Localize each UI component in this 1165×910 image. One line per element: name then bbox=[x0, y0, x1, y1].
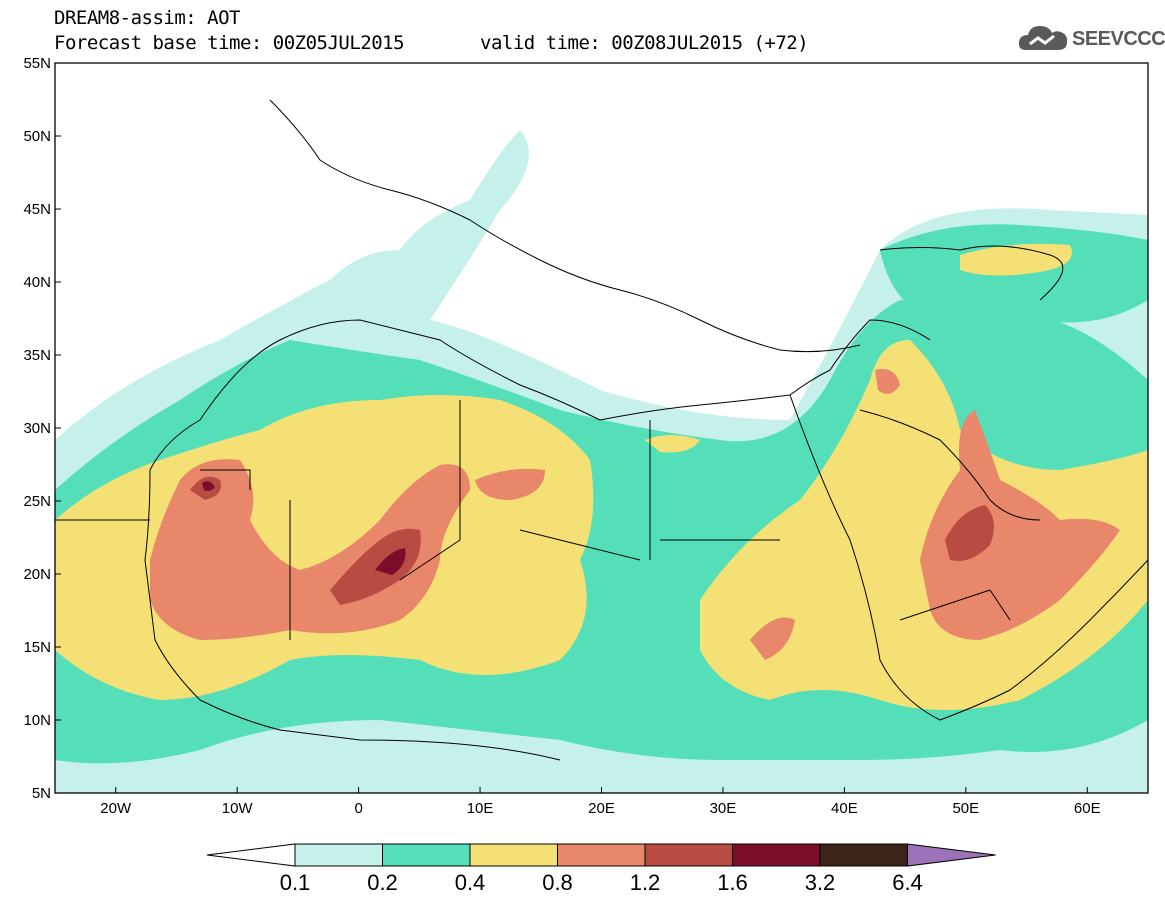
aot-band-1.6-morocco bbox=[202, 481, 215, 491]
lat-label: 20N bbox=[23, 566, 51, 583]
aot-field bbox=[55, 130, 1148, 793]
seevccc-logo: SEEVCCC bbox=[1018, 22, 1165, 56]
lat-label: 35N bbox=[23, 347, 51, 364]
colorbar-label: 1.2 bbox=[630, 870, 661, 895]
lat-label: 45N bbox=[23, 201, 51, 218]
aot-band-0.4-arabia bbox=[700, 340, 1148, 710]
colorbar-label: 3.2 bbox=[805, 870, 836, 895]
lon-label: 20W bbox=[100, 800, 132, 817]
colorbar-label: 0.4 bbox=[455, 870, 486, 895]
lat-label: 55N bbox=[23, 55, 51, 72]
latitude-labels: 55N 50N 45N 40N 35N 30N 25N 20N 15N 10N 5N bbox=[23, 55, 61, 802]
colorbar-svg: 0.1 0.2 0.4 0.8 1.2 1.6 3.2 6.4 bbox=[206, 843, 996, 895]
forecast-base-time: Forecast base time: 00Z05JUL2015 bbox=[54, 32, 405, 54]
aot-band-0.8-libya bbox=[475, 468, 545, 500]
colorbar-high-triangle bbox=[907, 843, 996, 867]
aot-band-1.6 bbox=[375, 548, 406, 575]
aot-band-0.8-arabia bbox=[920, 410, 1120, 640]
lon-label: 0 bbox=[354, 800, 362, 817]
lat-label: 15N bbox=[23, 639, 51, 656]
lon-label: 10E bbox=[467, 800, 494, 817]
aot-band-0.4-egypt bbox=[645, 435, 700, 453]
aot-band-1.2 bbox=[330, 528, 421, 605]
longitude-labels: 20W 10W 0 10E 20E 30E 40E 50E 60E bbox=[100, 787, 1101, 817]
lon-label: 40E bbox=[831, 800, 858, 817]
colorbar-label: 6.4 bbox=[892, 870, 923, 895]
colorbar-segment bbox=[469, 843, 558, 867]
lat-label: 5N bbox=[32, 785, 51, 802]
lon-label: 60E bbox=[1074, 800, 1101, 817]
aot-band-1.2-arabia bbox=[945, 505, 994, 561]
colorbar-segment bbox=[294, 843, 383, 867]
colorbar-label: 1.6 bbox=[717, 870, 748, 895]
aot-band-0.8-iraq bbox=[875, 369, 900, 394]
coastlines bbox=[55, 99, 1148, 761]
lat-label: 40N bbox=[23, 274, 51, 291]
colorbar-segment bbox=[644, 843, 733, 867]
colorbar-label: 0.2 bbox=[367, 870, 398, 895]
lat-label: 25N bbox=[23, 493, 51, 510]
colorbar-label: 0.1 bbox=[280, 870, 311, 895]
lat-label: 10N bbox=[23, 712, 51, 729]
colorbar-segment bbox=[557, 843, 646, 867]
cloud-icon bbox=[1018, 26, 1068, 50]
aot-band-0.8-sudan bbox=[750, 617, 795, 660]
colorbar-segment bbox=[732, 843, 821, 867]
aot-band-0.4-caspian bbox=[960, 243, 1072, 276]
lon-label: 30E bbox=[710, 800, 737, 817]
colorbar: 0.1 0.2 0.4 0.8 1.2 1.6 3.2 6.4 bbox=[205, 840, 1000, 900]
lat-label: 50N bbox=[23, 128, 51, 145]
colorbar-low-triangle bbox=[206, 843, 296, 867]
lon-label: 10W bbox=[222, 800, 254, 817]
aot-band-0.8 bbox=[150, 459, 470, 640]
map-title: DREAM8-assim: AOT bbox=[54, 7, 240, 29]
logo-text: SEEVCCC bbox=[1072, 28, 1165, 50]
lat-label: 30N bbox=[23, 420, 51, 437]
valid-time: valid time: 00Z08JUL2015 (+72) bbox=[480, 32, 809, 54]
colorbar-segment bbox=[382, 843, 471, 867]
lon-label: 20E bbox=[588, 800, 615, 817]
colorbar-label: 0.8 bbox=[542, 870, 573, 895]
lon-label: 50E bbox=[952, 800, 979, 817]
colorbar-segment bbox=[819, 843, 908, 867]
